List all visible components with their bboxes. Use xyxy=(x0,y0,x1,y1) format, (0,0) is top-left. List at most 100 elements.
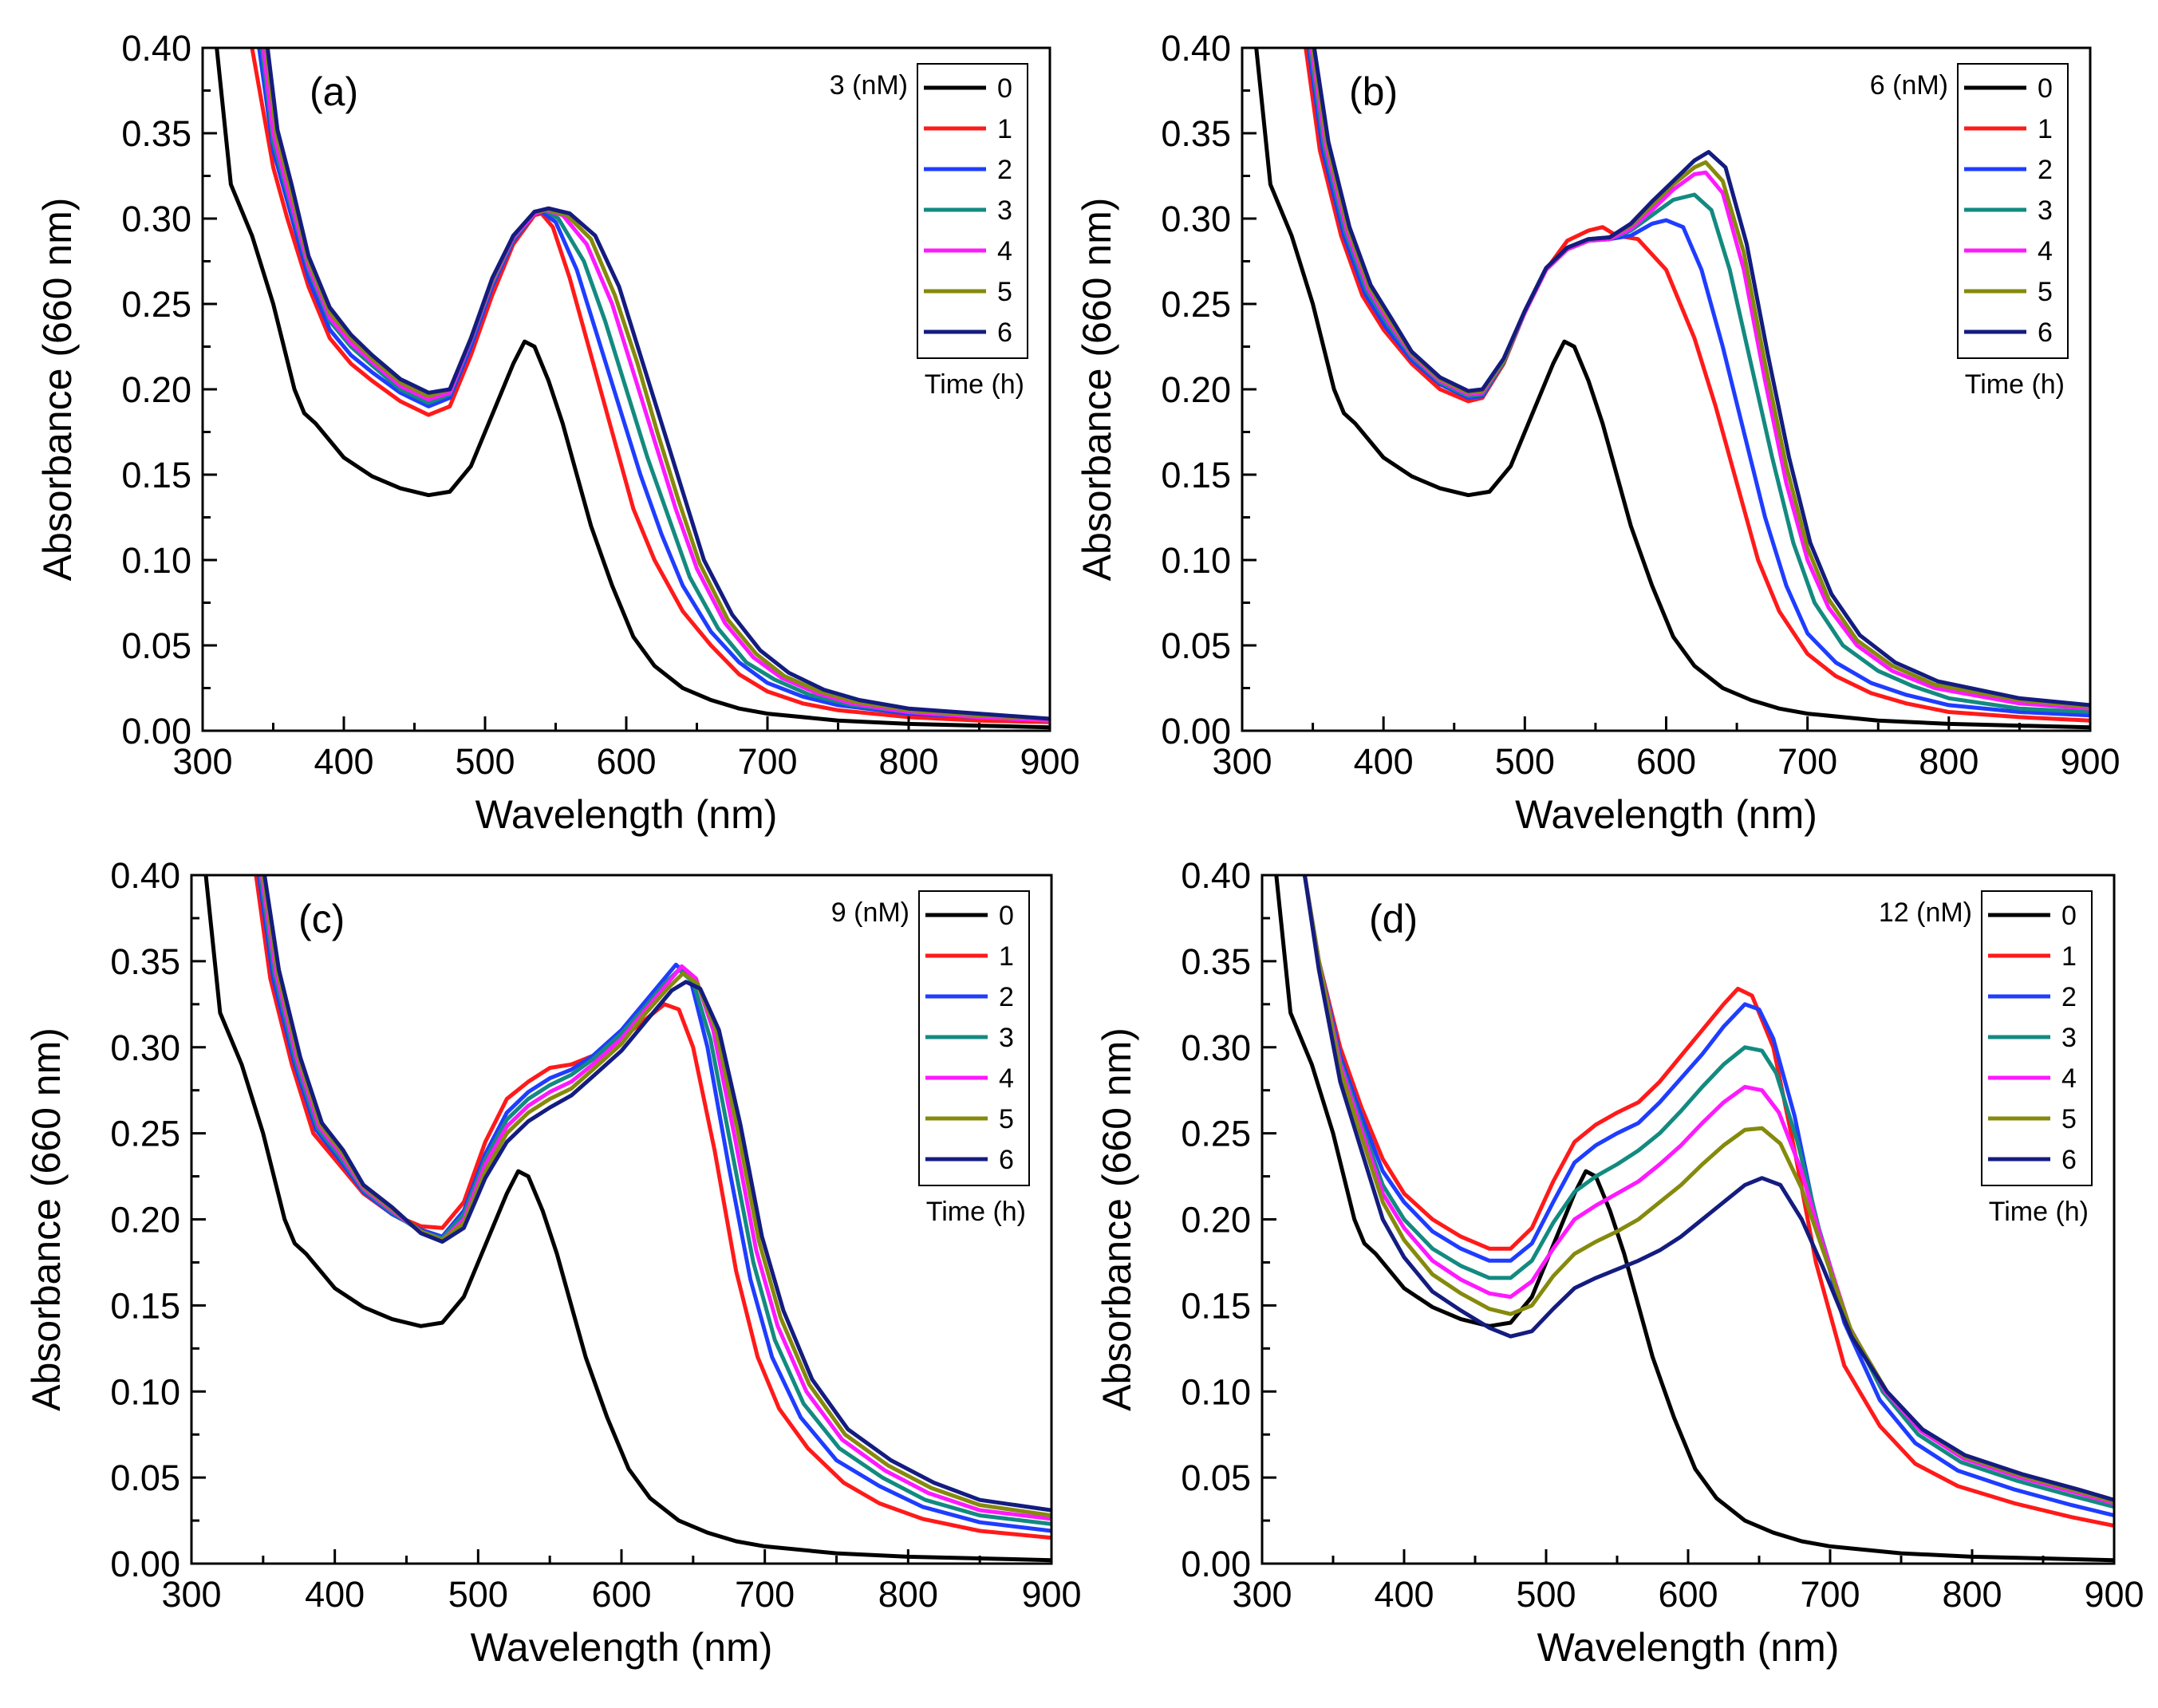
series-line-1 xyxy=(250,48,1050,724)
legend-footer: Time (h) xyxy=(1965,369,2065,400)
y-tick-label: 0.15 xyxy=(1161,455,1231,495)
y-tick-label: 0.05 xyxy=(1161,625,1231,666)
y-tick-label: 0.00 xyxy=(1181,1544,1251,1584)
y-tick-label: 0.25 xyxy=(121,284,191,325)
legend-label-5: 5 xyxy=(2038,277,2053,307)
x-axis-title: Wavelength (nm) xyxy=(1515,792,1817,837)
y-tick-label: 0.25 xyxy=(1181,1114,1251,1154)
series-line-6 xyxy=(265,48,1050,721)
y-tick-label: 0.20 xyxy=(121,369,191,410)
y-tick-label: 0.00 xyxy=(1161,711,1231,751)
y-tick-label: 0.30 xyxy=(110,1028,180,1068)
x-tick-label: 700 xyxy=(735,1574,795,1615)
y-tick-label: 0.35 xyxy=(1181,941,1251,982)
legend-label-1: 1 xyxy=(999,941,1014,972)
series-group xyxy=(215,48,1050,730)
y-tick-label: 0.40 xyxy=(121,28,191,69)
legend-label-2: 2 xyxy=(999,982,1014,1012)
x-tick-label: 800 xyxy=(878,741,938,782)
y-tick-label: 0.00 xyxy=(110,1544,180,1584)
panel-d: 300 400 500 600 700 800 900 0.00 0.05 0.10 0.15 0.2… xyxy=(1095,855,2144,1670)
x-tick-label: 800 xyxy=(878,1574,938,1615)
y-tick-label: 0.40 xyxy=(110,855,180,896)
legend-label-1: 1 xyxy=(2061,941,2077,972)
x-tick-label: 500 xyxy=(1495,741,1555,782)
y-tick-label: 0.10 xyxy=(1181,1371,1251,1412)
panel-label: (d) xyxy=(1369,897,1418,941)
y-tick-label: 0.40 xyxy=(1181,855,1251,896)
x-tick-label: 400 xyxy=(314,741,373,782)
legend-label-2: 2 xyxy=(997,155,1012,185)
legend-label-4: 4 xyxy=(2061,1063,2077,1094)
legend-label-5: 5 xyxy=(2061,1104,2077,1134)
y-axis-title: Absorbance (660 nm) xyxy=(1075,198,1119,582)
y-tick-label: 0.35 xyxy=(1161,113,1231,154)
y-tick-label: 0.15 xyxy=(121,455,191,495)
legend-label-6: 6 xyxy=(997,318,1012,348)
x-tick-label: 400 xyxy=(1374,1574,1434,1615)
x-tick-label: 900 xyxy=(2060,741,2120,782)
legend-label-3: 3 xyxy=(997,195,1012,226)
legend-title: 9 (nM) xyxy=(831,897,909,928)
x-tick-label: 400 xyxy=(1354,741,1414,782)
x-tick-label: 700 xyxy=(1800,1574,1860,1615)
y-tick-label: 0.20 xyxy=(1181,1200,1251,1241)
x-tick-label: 500 xyxy=(455,741,515,782)
legend-title: 6 (nM) xyxy=(1870,70,1948,101)
x-tick-label: 300 xyxy=(1212,741,1272,782)
x-tick-label: 800 xyxy=(1942,1574,2002,1615)
legend-label-2: 2 xyxy=(2061,982,2077,1012)
series-line-6 xyxy=(1302,875,2114,1502)
y-tick-label: 0.10 xyxy=(110,1371,180,1412)
y-tick-label: 0.35 xyxy=(121,113,191,154)
series-line-2 xyxy=(257,48,1050,723)
panel-b: 300 400 500 600 700 800 900 0.00 0.05 0.10 0.15 0.2… xyxy=(1075,28,2121,837)
x-tick-label: 900 xyxy=(1021,1574,1081,1615)
legend-label-5: 5 xyxy=(999,1104,1014,1134)
x-tick-label: 600 xyxy=(596,741,656,782)
legend-label-0: 0 xyxy=(997,73,1012,104)
legend-title: 12 (nM) xyxy=(1879,897,1972,928)
x-tick-label: 500 xyxy=(1516,1574,1576,1615)
y-tick-label: 0.30 xyxy=(1161,199,1231,239)
legend-footer: Time (h) xyxy=(1989,1197,2089,1227)
y-axis-title: Absorbance (660 nm) xyxy=(1095,1028,1139,1411)
legend-label-1: 1 xyxy=(997,114,1012,144)
series-line-6 xyxy=(1312,48,2090,708)
y-tick-label: 0.15 xyxy=(1181,1285,1251,1326)
y-tick-label: 0.20 xyxy=(110,1200,180,1241)
x-tick-label: 900 xyxy=(1020,741,1079,782)
legend-label-0: 0 xyxy=(2061,901,2077,931)
series-line-3 xyxy=(1302,875,2114,1509)
x-tick-label: 800 xyxy=(1919,741,1978,782)
x-tick-label: 700 xyxy=(737,741,797,782)
series-line-0 xyxy=(215,48,1050,730)
x-axis-title: Wavelength (nm) xyxy=(471,1625,773,1670)
legend-label-4: 4 xyxy=(997,236,1012,266)
series-line-0 xyxy=(1274,875,2114,1563)
x-tick-label: 600 xyxy=(1636,741,1696,782)
legend-footer: Time (h) xyxy=(926,1197,1026,1227)
series-group xyxy=(1254,48,2090,730)
x-tick-label: 400 xyxy=(305,1574,365,1615)
legend-label-6: 6 xyxy=(999,1145,1014,1175)
series-line-0 xyxy=(1254,48,2090,730)
series-line-6 xyxy=(262,875,1051,1513)
series-line-2 xyxy=(1306,48,2090,718)
series-line-0 xyxy=(203,875,1051,1563)
y-tick-label: 0.20 xyxy=(1161,369,1231,410)
y-tick-label: 0.40 xyxy=(1161,28,1231,69)
panel-label: (b) xyxy=(1349,69,1398,114)
x-tick-label: 900 xyxy=(2084,1574,2144,1615)
y-tick-label: 0.25 xyxy=(110,1114,180,1154)
y-axis-title: Absorbance (660 nm) xyxy=(24,1028,69,1411)
y-tick-label: 0.05 xyxy=(1181,1458,1251,1498)
x-tick-label: 600 xyxy=(1658,1574,1718,1615)
legend-label-6: 6 xyxy=(2061,1145,2077,1175)
y-tick-label: 0.00 xyxy=(121,711,191,751)
legend-label-1: 1 xyxy=(2038,114,2053,144)
panel-label: (a) xyxy=(310,69,358,114)
legend-label-0: 0 xyxy=(2038,73,2053,104)
x-tick-label: 700 xyxy=(1777,741,1837,782)
y-axis-title: Absorbance (660 nm) xyxy=(35,198,80,582)
